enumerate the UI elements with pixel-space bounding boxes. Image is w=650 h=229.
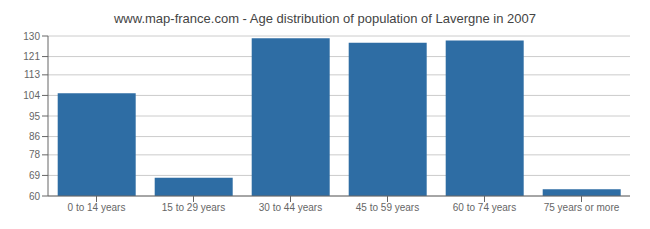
svg-text:104: 104 [23, 90, 40, 101]
svg-text:75 years or more: 75 years or more [544, 202, 620, 213]
svg-text:69: 69 [29, 170, 41, 181]
svg-text:78: 78 [29, 149, 41, 160]
svg-text:30 to 44 years: 30 to 44 years [259, 202, 322, 213]
svg-text:95: 95 [29, 111, 41, 122]
svg-text:130: 130 [23, 31, 40, 42]
html-text:www.map-france.com - Age distr: www.map-france.com - Age distribution of… [114, 11, 536, 26]
svg-text:0 to 14 years: 0 to 14 years [68, 202, 126, 213]
svg-text:113: 113 [24, 69, 40, 80]
svg-text:60 to 74 years: 60 to 74 years [453, 202, 516, 213]
svg-text:86: 86 [29, 131, 41, 142]
svg-text:15 to 29 years: 15 to 29 years [162, 202, 225, 213]
svg-text:45 to 59 years: 45 to 59 years [356, 202, 419, 213]
svg-text:60: 60 [29, 191, 41, 202]
svg-text:121: 121 [23, 51, 40, 62]
